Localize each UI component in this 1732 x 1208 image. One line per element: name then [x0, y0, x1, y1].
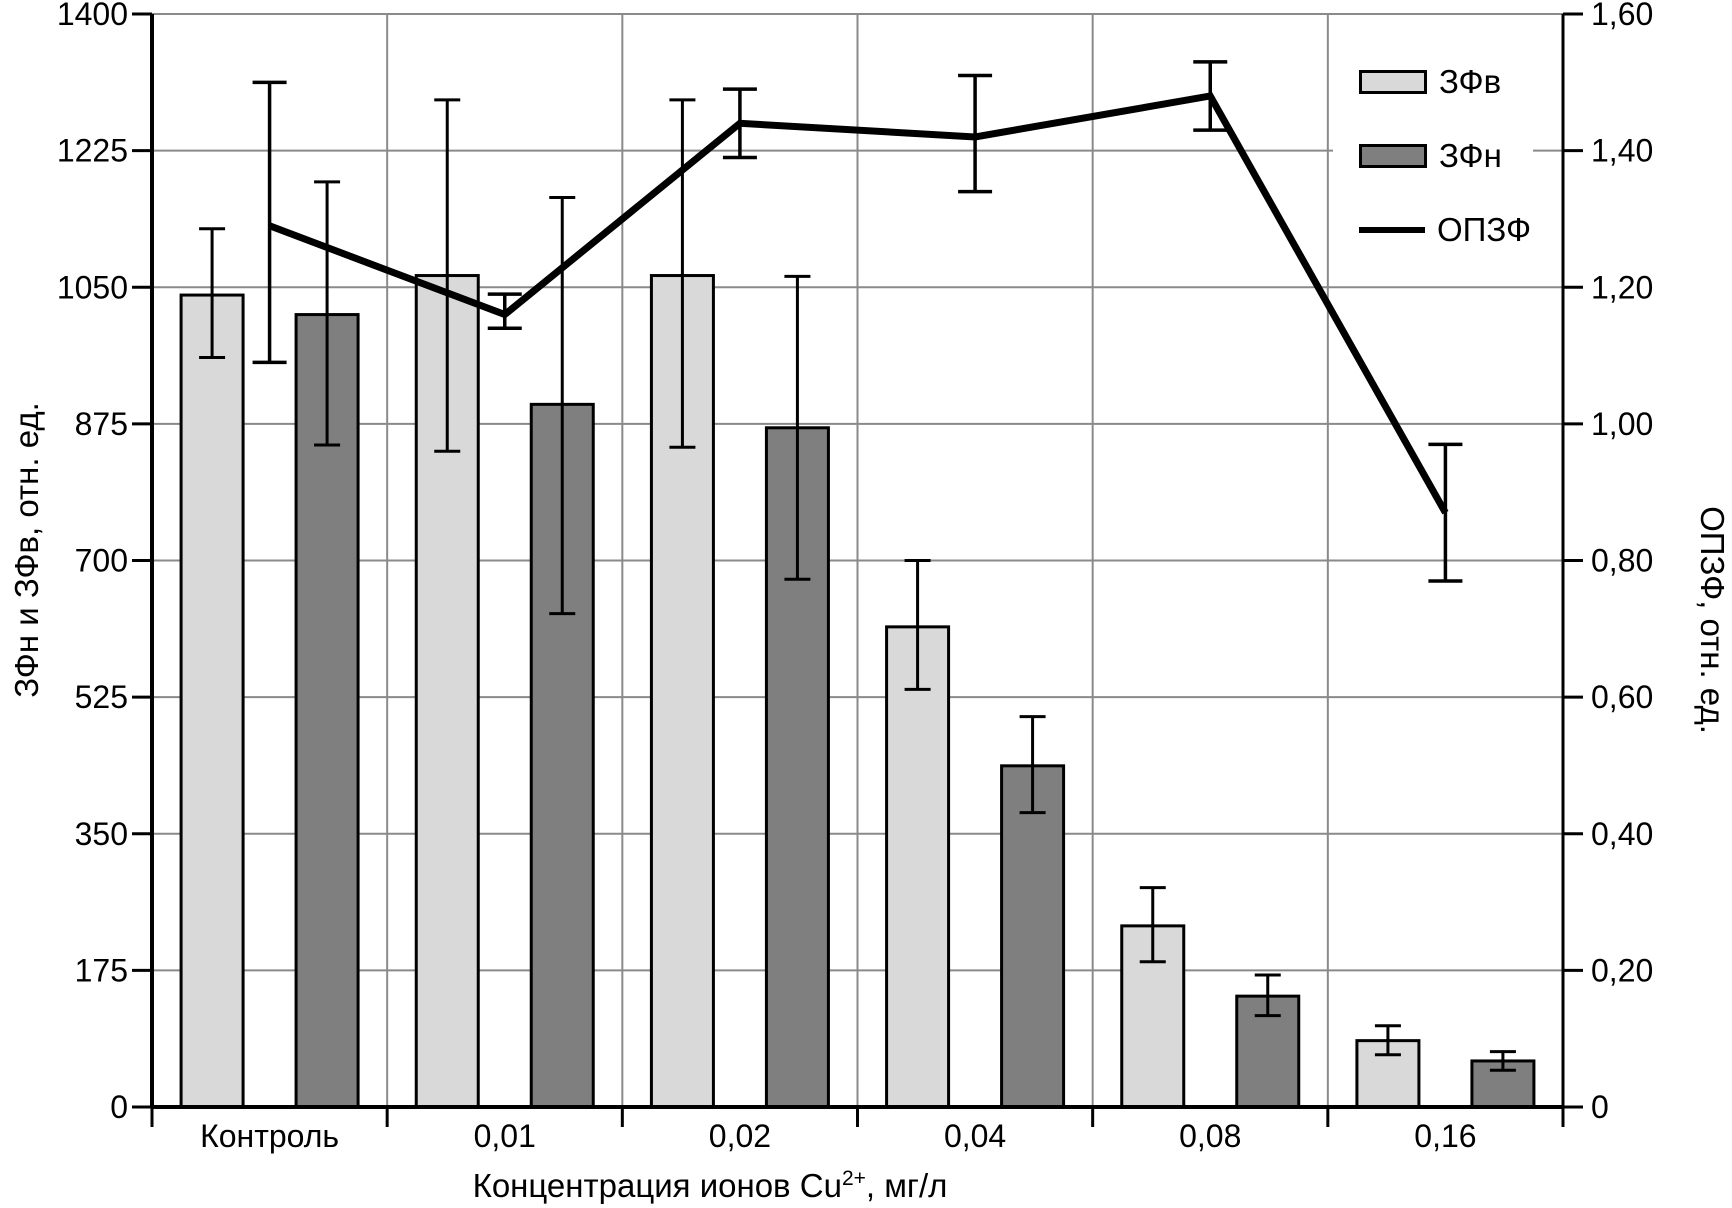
bar-zfn-3 — [1000, 764, 1066, 1109]
legend-label-zfn: ЗФн — [1439, 137, 1502, 174]
left-tick-label: 175 — [75, 952, 128, 988]
legend-label-zfv: ЗФв — [1439, 63, 1502, 100]
x-axis-title-main: Концентрация ионов Cu — [472, 1167, 842, 1204]
left-tick-label: 1050 — [57, 269, 128, 305]
category-label: 0,08 — [1179, 1118, 1241, 1154]
left-tick-label: 1225 — [57, 133, 128, 169]
right-tick-label: 1,20 — [1591, 269, 1653, 305]
x-axis-title: Концентрация ионов Cu2+, мг/л — [473, 1167, 948, 1205]
right-tick-label: 1,40 — [1591, 133, 1653, 169]
left-tick-label: 0 — [110, 1089, 128, 1125]
bar-zfn-0 — [294, 313, 360, 1109]
left-tick-label: 875 — [75, 406, 128, 442]
right-tick-label: 0 — [1591, 1089, 1609, 1125]
legend-line-swatch-opzf — [1359, 227, 1425, 233]
left-tick-label: 700 — [75, 543, 128, 579]
bar-zfv-3 — [885, 625, 951, 1109]
right-axis-title: ОПЗФ, отн. ед. — [1694, 506, 1731, 734]
legend-entry-zfv: ЗФв — [1333, 45, 1533, 119]
right-tick-label: 0,20 — [1591, 952, 1653, 988]
right-tick-label: 1,00 — [1591, 406, 1653, 442]
opzf-line — [268, 92, 1449, 515]
right-tick-label: 0,40 — [1591, 816, 1653, 852]
category-label: 0,04 — [944, 1118, 1006, 1154]
bar-zfv-0 — [179, 293, 245, 1109]
right-tick-label: 1,60 — [1591, 0, 1653, 32]
legend: ЗФв ЗФн ОПЗФ — [1333, 45, 1533, 267]
right-tick-label: 0,80 — [1591, 543, 1653, 579]
category-label: 0,01 — [474, 1118, 536, 1154]
left-tick-label: 525 — [75, 679, 128, 715]
category-label: Контроль — [200, 1118, 339, 1154]
left-tick-label: 350 — [75, 816, 128, 852]
legend-swatch-zfn — [1359, 144, 1427, 168]
legend-swatch-zfv — [1359, 70, 1427, 94]
legend-entry-opzf: ОПЗФ — [1333, 193, 1533, 267]
x-axis-title-superscript: 2+ — [841, 1167, 866, 1190]
category-label: 0,16 — [1414, 1118, 1476, 1154]
left-axis-title: ЗФн и ЗФв, отн. ед. — [8, 402, 45, 698]
category-label: 0,02 — [709, 1118, 771, 1154]
right-tick-label: 0,60 — [1591, 679, 1653, 715]
left-tick-label: 1400 — [57, 0, 128, 32]
legend-label-opzf: ОПЗФ — [1437, 211, 1532, 248]
legend-entry-zfn: ЗФн — [1333, 119, 1533, 193]
x-axis-title-rest: , мг/л — [865, 1167, 948, 1204]
